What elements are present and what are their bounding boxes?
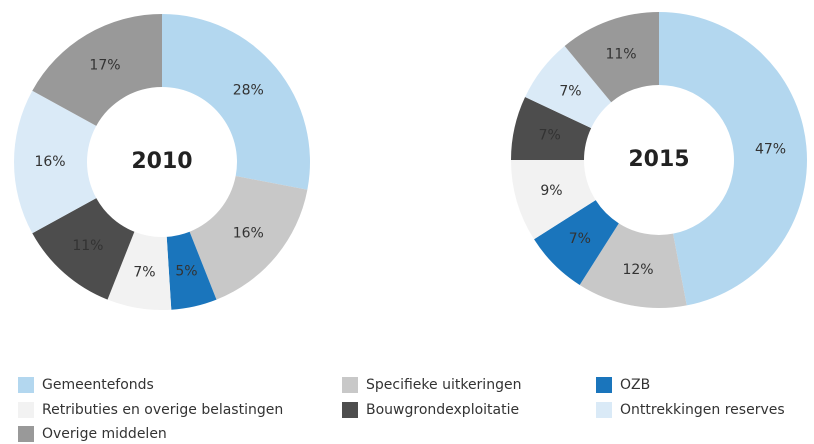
- slice-label: 9%: [540, 183, 562, 199]
- chart-title: 2015: [628, 147, 689, 172]
- donut-slice: [107, 231, 172, 310]
- donut-slice: [32, 14, 162, 126]
- legend-label: Overige middelen: [42, 426, 167, 442]
- donut-slice: [166, 231, 217, 310]
- legend-swatch: [18, 402, 34, 418]
- donut-slice: [534, 200, 619, 285]
- chart-title: 2010: [131, 149, 192, 174]
- donut-slice: [525, 45, 612, 129]
- donut-slice: [14, 90, 97, 234]
- donut-slice: [579, 223, 687, 308]
- slice-label: 16%: [34, 154, 65, 170]
- slice-label: 47%: [755, 141, 786, 157]
- donut-slice: [511, 160, 596, 240]
- legend-swatch: [596, 402, 612, 418]
- legend-label: Retributies en overige belastingen: [42, 402, 283, 418]
- legend-label: Onttrekkingen reserves: [620, 402, 785, 418]
- slice-label: 5%: [175, 263, 197, 279]
- legend-label: Specifieke uitkeringen: [366, 377, 521, 393]
- slice-label: 7%: [539, 128, 561, 144]
- legend-label: Gemeentefonds: [42, 377, 154, 393]
- legend-swatch: [342, 377, 358, 393]
- legend-swatch: [18, 426, 34, 442]
- slice-label: 28%: [233, 83, 264, 99]
- donut-slice: [162, 14, 310, 190]
- donut-slice: [511, 96, 592, 160]
- slice-label: 7%: [559, 83, 581, 99]
- donut-slice: [659, 12, 808, 306]
- legend-swatch: [342, 402, 358, 418]
- donut-slice: [189, 176, 308, 300]
- donut-slice: [564, 12, 659, 103]
- slice-label: 11%: [72, 238, 103, 254]
- slice-label: 17%: [89, 58, 120, 74]
- legend-label: Bouwgrondexploitatie: [366, 402, 519, 418]
- slice-label: 16%: [233, 225, 264, 241]
- legend-swatch: [596, 377, 612, 393]
- slice-label: 7%: [133, 265, 155, 281]
- donut-slice: [32, 198, 135, 300]
- slice-label: 11%: [605, 47, 636, 63]
- slice-label: 7%: [569, 231, 591, 247]
- legend-label: OZB: [620, 377, 650, 393]
- legend-swatch: [18, 377, 34, 393]
- slice-label: 12%: [622, 262, 653, 278]
